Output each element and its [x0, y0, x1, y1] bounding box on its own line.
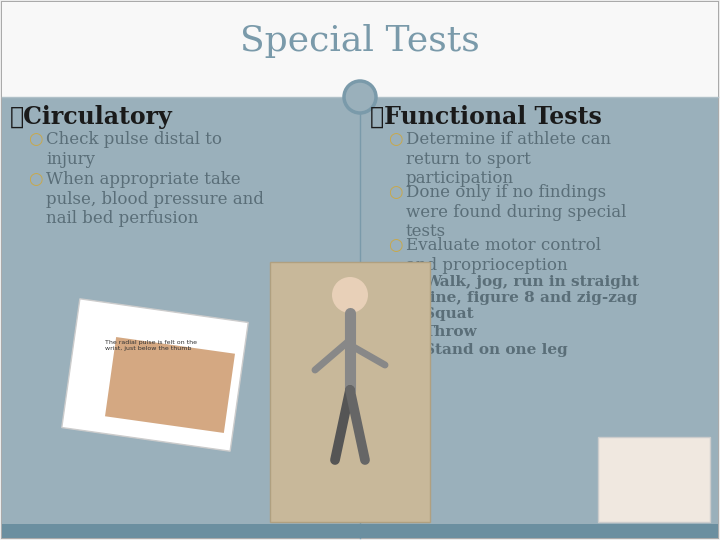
- Text: Special Tests: Special Tests: [240, 24, 480, 57]
- FancyBboxPatch shape: [2, 524, 718, 538]
- Text: Stand on one leg: Stand on one leg: [424, 343, 568, 357]
- Text: ↳: ↳: [410, 325, 420, 338]
- Text: Throw: Throw: [424, 325, 477, 339]
- FancyBboxPatch shape: [270, 262, 430, 522]
- Text: ○: ○: [388, 184, 402, 201]
- Polygon shape: [105, 337, 235, 433]
- Text: ❧Functional Tests: ❧Functional Tests: [370, 105, 602, 129]
- Text: ○: ○: [28, 171, 42, 188]
- Text: Walk, jog, run in straight
line, figure 8 and zig-zag: Walk, jog, run in straight line, figure …: [424, 275, 639, 305]
- Text: ○: ○: [388, 131, 402, 148]
- Circle shape: [332, 277, 368, 313]
- Circle shape: [344, 81, 376, 113]
- Text: Determine if athlete can
return to sport
participation: Determine if athlete can return to sport…: [406, 131, 611, 187]
- Text: Check pulse distal to
injury: Check pulse distal to injury: [46, 131, 222, 167]
- Text: ○: ○: [28, 131, 42, 148]
- Text: ↳: ↳: [410, 275, 420, 288]
- Text: Done only if no findings
were found during special
tests: Done only if no findings were found duri…: [406, 184, 626, 240]
- Text: The radial pulse is felt on the
wrist, just below the thumb: The radial pulse is felt on the wrist, j…: [105, 340, 197, 351]
- Text: When appropriate take
pulse, blood pressure and
nail bed perfusion: When appropriate take pulse, blood press…: [46, 171, 264, 227]
- FancyBboxPatch shape: [2, 2, 718, 97]
- Text: Squat: Squat: [424, 307, 474, 321]
- Text: ○: ○: [388, 237, 402, 254]
- FancyBboxPatch shape: [598, 437, 710, 522]
- FancyBboxPatch shape: [2, 97, 718, 538]
- Text: ↳: ↳: [410, 307, 420, 320]
- Text: ❧Circulatory: ❧Circulatory: [10, 105, 173, 129]
- Polygon shape: [62, 299, 248, 451]
- Text: ↳: ↳: [410, 343, 420, 356]
- Text: Evaluate motor control
and proprioception: Evaluate motor control and proprioceptio…: [406, 237, 601, 274]
